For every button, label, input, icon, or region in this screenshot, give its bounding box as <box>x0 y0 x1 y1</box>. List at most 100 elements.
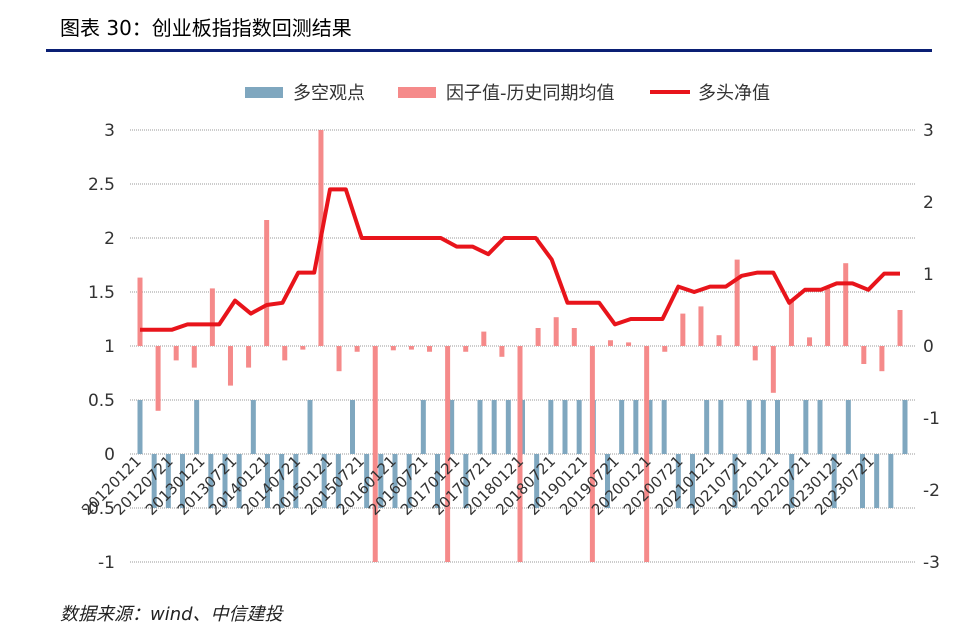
long-short-bar <box>789 454 795 508</box>
factor-deviation-bar <box>807 337 813 346</box>
y-tick-label-right: -3 <box>923 553 940 573</box>
long-short-bar <box>661 400 667 454</box>
factor-deviation-bar <box>589 346 595 562</box>
long-short-bar <box>194 400 200 454</box>
factor-deviation-bar <box>282 346 288 361</box>
long-short-bar <box>746 400 752 454</box>
long-short-bar <box>250 400 256 454</box>
factor-deviation-bar <box>861 346 867 364</box>
factor-deviation-bar <box>517 346 523 562</box>
long-short-bar <box>165 454 171 508</box>
factor-deviation-bar <box>300 346 306 350</box>
y-tick-label-left: 0.5 <box>88 391 115 411</box>
y-tick-label-right: 1 <box>923 265 934 285</box>
long-short-bar <box>364 454 370 508</box>
factor-deviation-bar <box>408 346 414 350</box>
y-tick-label-right: 3 <box>923 121 934 141</box>
y-tick-label-right: -1 <box>923 409 940 429</box>
y-tick-label-left: 1 <box>104 337 115 357</box>
long-short-bar <box>803 400 809 454</box>
y-tick-label-left: 1.5 <box>88 283 115 303</box>
long-short-bar <box>690 454 695 508</box>
factor-deviation-bar <box>698 306 704 346</box>
long-short-bar <box>477 400 483 454</box>
y-tick-label-left: 3 <box>104 121 115 141</box>
y-tick-label-left: 0 <box>104 445 115 465</box>
long-short-bar <box>180 454 185 508</box>
long-short-bar <box>137 400 143 454</box>
y-tick-label-left: -0.5 <box>82 499 115 519</box>
long-short-bar <box>293 454 299 508</box>
y-tick-label-left: -1 <box>98 553 115 573</box>
long-short-bar <box>831 454 837 508</box>
legend-factor-label: 因子值-历史同期均值 <box>446 83 615 104</box>
factor-deviation-bar <box>155 346 161 411</box>
long-short-bar <box>505 400 511 454</box>
page-title: 图表 30：创业板指指数回测结果 <box>60 16 352 40</box>
factor-deviation-bar <box>481 331 487 346</box>
long-short-bar <box>888 454 894 508</box>
long-short-bar <box>151 454 157 508</box>
long-short-bar <box>817 400 823 454</box>
factor-deviation-bar <box>626 342 632 346</box>
legend-long-short-label: 多空观点 <box>293 83 365 104</box>
factor-deviation-bar <box>734 259 740 346</box>
y-tick-label-left: 2.5 <box>88 175 115 195</box>
long-short-bar <box>420 400 426 454</box>
factor-deviation-bar <box>607 340 613 346</box>
long-short-bar <box>265 454 270 508</box>
long-short-bar <box>902 400 908 454</box>
factor-deviation-bar <box>227 346 233 386</box>
long-short-bar <box>732 454 738 508</box>
factor-deviation-bar <box>354 346 360 352</box>
factor-deviation-bar <box>535 328 541 346</box>
long-short-bar <box>435 454 440 508</box>
factor-deviation-bar <box>173 346 179 361</box>
y-tick-label-left: 2 <box>104 229 115 249</box>
factor-deviation-bar <box>264 220 270 346</box>
long-short-bar <box>718 400 724 454</box>
long-short-bar <box>874 454 880 508</box>
long-short-bar <box>463 454 469 508</box>
factor-deviation-bar <box>246 346 252 368</box>
long-short-bar <box>576 400 582 454</box>
long-short-bar <box>378 454 384 508</box>
factor-deviation-bar <box>825 288 831 346</box>
factor-deviation-bar <box>571 328 577 346</box>
y-tick-label-right: -2 <box>923 481 940 501</box>
long-short-bar <box>675 454 681 508</box>
long-short-bar <box>222 454 228 508</box>
factor-deviation-bar <box>336 346 342 372</box>
long-short-bar <box>633 400 639 454</box>
legend-long-nav-label: 多头净值 <box>698 83 770 104</box>
y-tick-label-right: 2 <box>923 193 934 213</box>
factor-deviation-bar <box>752 346 758 361</box>
long-short-bar <box>307 400 313 454</box>
long-short-bar <box>279 454 285 508</box>
long-short-bar <box>491 400 497 454</box>
y-tick-label-right: 0 <box>923 337 934 357</box>
factor-deviation-bar <box>788 299 794 346</box>
legend-factor-swatch <box>398 87 436 98</box>
factor-deviation-bar <box>209 288 215 346</box>
long-short-bar <box>321 454 327 508</box>
factor-deviation-bar <box>644 346 650 562</box>
factor-deviation-bar <box>499 346 505 357</box>
factor-deviation-bar <box>191 346 197 368</box>
long-short-bar <box>548 400 554 454</box>
long-short-bar <box>350 400 355 454</box>
legend-long-short-swatch <box>245 87 283 98</box>
long-short-bar <box>860 454 865 508</box>
long-short-bar <box>704 400 710 454</box>
long-short-bar <box>775 400 780 454</box>
factor-deviation-bar <box>427 346 433 352</box>
title-rule <box>46 49 932 52</box>
long-short-bar <box>647 400 653 454</box>
factor-deviation-bar <box>843 263 849 346</box>
long-short-bar <box>406 454 412 508</box>
factor-deviation-bar <box>716 335 722 346</box>
long-short-bar <box>236 454 242 508</box>
long-short-bar <box>845 400 851 454</box>
factor-deviation-bar <box>662 346 668 352</box>
factor-deviation-bar <box>897 310 903 346</box>
